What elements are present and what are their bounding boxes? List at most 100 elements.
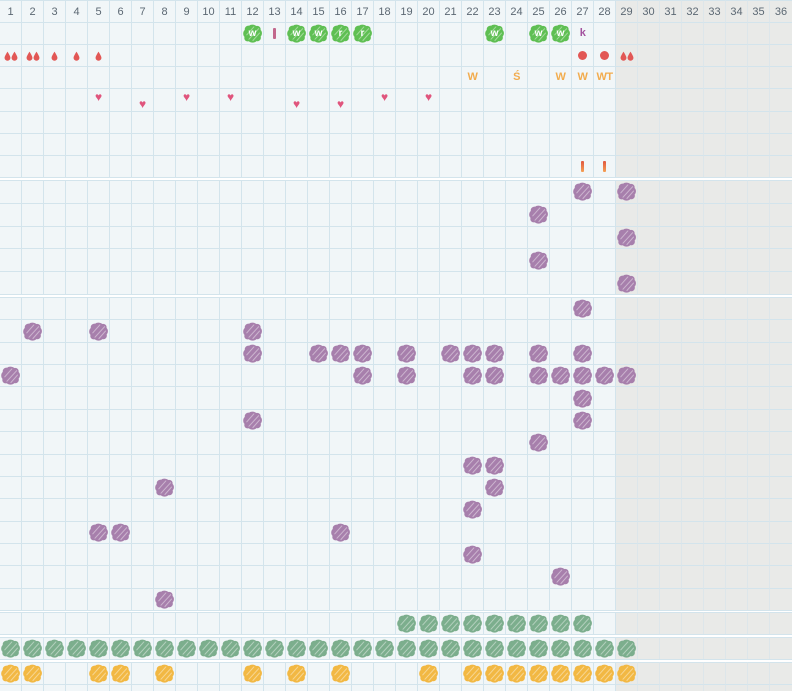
day-cell[interactable]: [22, 498, 44, 521]
day-cell[interactable]: [616, 520, 638, 543]
day-cell[interactable]: [198, 44, 220, 67]
day-cell[interactable]: [506, 271, 528, 294]
day-cell[interactable]: [616, 542, 638, 566]
day-cell[interactable]: [154, 587, 176, 611]
day-cell[interactable]: [484, 88, 506, 111]
day-cell[interactable]: [594, 154, 616, 177]
day-cell[interactable]: [198, 341, 220, 365]
day-cell[interactable]: [66, 341, 88, 365]
day-cell[interactable]: [176, 386, 198, 409]
day-cell[interactable]: [198, 202, 220, 226]
day-cell[interactable]: [638, 386, 660, 409]
day-cell[interactable]: [418, 364, 440, 387]
day-cell[interactable]: [484, 386, 506, 409]
day-cell[interactable]: [506, 587, 528, 611]
day-cell[interactable]: [374, 386, 396, 409]
day-cell[interactable]: [374, 364, 396, 387]
day-cell[interactable]: [726, 453, 748, 476]
day-cell[interactable]: [726, 612, 748, 634]
day-cell[interactable]: [726, 364, 748, 387]
day-cell[interactable]: [308, 565, 330, 588]
day-cell[interactable]: [484, 520, 506, 543]
day-cell[interactable]: [198, 637, 220, 659]
day-cell[interactable]: [44, 587, 66, 611]
day-cell[interactable]: [330, 542, 352, 566]
day-cell[interactable]: [330, 225, 352, 249]
day-cell[interactable]: [110, 110, 132, 133]
day-cell[interactable]: [308, 684, 330, 691]
day-cell[interactable]: [176, 475, 198, 499]
day-cell[interactable]: [462, 637, 484, 659]
day-cell[interactable]: [770, 271, 792, 294]
day-cell[interactable]: [528, 271, 550, 294]
day-cell[interactable]: [594, 565, 616, 588]
day-cell[interactable]: [66, 542, 88, 566]
day-cell[interactable]: [440, 542, 462, 566]
day-cell[interactable]: [242, 154, 264, 177]
day-cell[interactable]: [484, 154, 506, 177]
day-cell[interactable]: [594, 542, 616, 566]
day-cell[interactable]: [594, 132, 616, 155]
day-cell[interactable]: [550, 662, 572, 684]
day-cell[interactable]: [352, 431, 374, 454]
day-cell[interactable]: [330, 202, 352, 226]
day-cell[interactable]: [352, 684, 374, 691]
day-cell[interactable]: [770, 587, 792, 611]
day-cell[interactable]: [374, 662, 396, 684]
day-cell[interactable]: [418, 110, 440, 133]
day-cell[interactable]: [330, 180, 352, 203]
day-cell[interactable]: [616, 431, 638, 454]
day-cell[interactable]: [308, 319, 330, 342]
day-cell[interactable]: [66, 386, 88, 409]
day-cell[interactable]: [0, 612, 22, 634]
day-cell[interactable]: [396, 202, 418, 226]
day-cell[interactable]: [132, 248, 154, 272]
day-cell[interactable]: [660, 453, 682, 476]
day-cell[interactable]: [770, 110, 792, 133]
day-cell[interactable]: [154, 271, 176, 294]
day-cell[interactable]: [22, 612, 44, 634]
day-cell[interactable]: [286, 542, 308, 566]
day-cell[interactable]: [572, 565, 594, 588]
day-cell[interactable]: [660, 408, 682, 432]
day-cell[interactable]: [682, 662, 704, 684]
day-cell[interactable]: [198, 154, 220, 177]
day-cell[interactable]: [22, 542, 44, 566]
day-cell[interactable]: [440, 565, 462, 588]
day-cell[interactable]: [726, 542, 748, 566]
day-cell[interactable]: [770, 154, 792, 177]
day-cell[interactable]: [352, 132, 374, 155]
day-cell[interactable]: [682, 453, 704, 476]
day-cell[interactable]: [528, 684, 550, 691]
day-cell[interactable]: [242, 132, 264, 155]
day-cell[interactable]: [462, 453, 484, 476]
day-cell[interactable]: [682, 520, 704, 543]
day-cell[interactable]: [66, 319, 88, 342]
day-cell[interactable]: [528, 341, 550, 365]
day-cell[interactable]: [0, 202, 22, 226]
day-cell[interactable]: [506, 22, 528, 45]
day-cell[interactable]: [154, 637, 176, 659]
day-cell[interactable]: [726, 386, 748, 409]
day-cell[interactable]: [22, 386, 44, 409]
day-cell[interactable]: [462, 180, 484, 203]
day-cell[interactable]: [704, 202, 726, 226]
day-cell[interactable]: [462, 110, 484, 133]
day-cell[interactable]: [682, 44, 704, 67]
day-cell[interactable]: [330, 44, 352, 67]
day-cell[interactable]: [308, 88, 330, 111]
day-cell[interactable]: [374, 637, 396, 659]
day-cell[interactable]: [550, 180, 572, 203]
day-cell[interactable]: [638, 225, 660, 249]
day-cell[interactable]: [704, 431, 726, 454]
day-cell[interactable]: [220, 44, 242, 67]
day-cell[interactable]: [154, 475, 176, 499]
day-cell[interactable]: [770, 66, 792, 89]
day-cell[interactable]: [132, 520, 154, 543]
day-cell[interactable]: [704, 319, 726, 342]
day-cell[interactable]: [352, 386, 374, 409]
day-cell[interactable]: [484, 66, 506, 89]
day-cell[interactable]: [396, 662, 418, 684]
day-cell[interactable]: [528, 565, 550, 588]
day-cell[interactable]: [748, 565, 770, 588]
